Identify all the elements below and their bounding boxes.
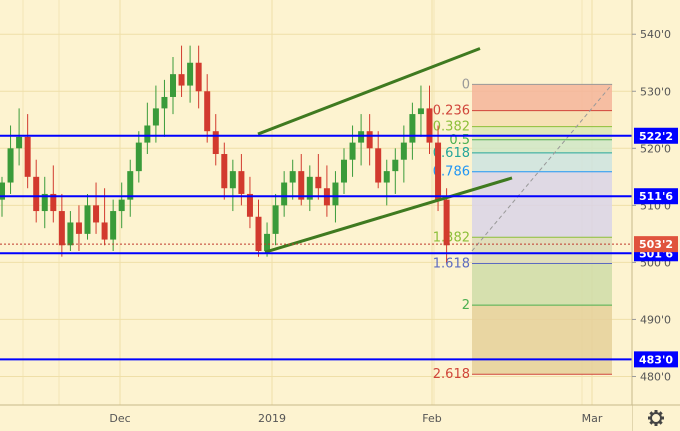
fib-level-label: 2 <box>462 298 470 313</box>
gear-ring <box>650 412 662 424</box>
fib-level-label: 1.382 <box>433 230 470 245</box>
fib-level-label: 0.236 <box>433 104 470 119</box>
fib-trend-line <box>471 84 613 252</box>
candle-body[interactable] <box>417 108 424 115</box>
fib-zone <box>472 126 612 140</box>
candle-body[interactable] <box>33 176 40 212</box>
fib-zone <box>472 152 612 172</box>
candle-body[interactable] <box>170 74 176 97</box>
candle-body[interactable] <box>366 131 373 149</box>
candle-body[interactable] <box>161 96 168 109</box>
candle-body[interactable] <box>135 142 142 172</box>
candle-body[interactable] <box>375 148 382 183</box>
y-axis-tick-label: 530'0 <box>640 85 671 98</box>
candle-body[interactable] <box>110 211 117 240</box>
candle-body[interactable] <box>332 182 339 206</box>
candle-body[interactable] <box>101 222 108 240</box>
candle-body[interactable] <box>246 193 253 217</box>
y-axis-tick-label: 540'0 <box>640 28 671 41</box>
x-axis-tick-label: Dec <box>109 412 130 425</box>
candle-body[interactable] <box>341 159 347 183</box>
x-axis-tick-label: Mar <box>582 412 603 425</box>
price-level-tag-label: 522'2 <box>639 130 673 143</box>
candle-body[interactable] <box>298 171 305 200</box>
fib-level-label: 2.618 <box>433 367 470 382</box>
price-level-tag[interactable] <box>634 127 678 144</box>
candle-body[interactable] <box>349 142 356 160</box>
candle-body[interactable] <box>204 91 211 132</box>
fib-zone <box>472 305 612 375</box>
price-level-tag-label: 511'6 <box>639 190 673 203</box>
candle-body[interactable] <box>221 154 228 189</box>
price-level-tag-label: 483'0 <box>639 353 673 366</box>
candle-body[interactable] <box>0 182 5 200</box>
fib-level-label: 0.618 <box>433 146 470 161</box>
y-axis-tick-label: 480'0 <box>640 370 671 383</box>
candle-body[interactable] <box>264 233 271 251</box>
candle-body[interactable] <box>144 125 151 143</box>
fib-zone <box>472 110 612 127</box>
candle-body[interactable] <box>315 176 322 189</box>
candle-body[interactable] <box>58 211 65 246</box>
candle-body[interactable] <box>409 114 416 143</box>
price-level-tag[interactable] <box>634 188 678 205</box>
candle-body[interactable] <box>443 199 450 246</box>
candle-body[interactable] <box>67 222 74 246</box>
trend-channel-lower[interactable] <box>264 176 513 254</box>
candle-body[interactable] <box>272 205 279 234</box>
candle-body[interactable] <box>178 74 185 86</box>
candle-body[interactable] <box>229 171 236 189</box>
fib-zone <box>472 263 612 306</box>
y-axis-tick-label: 490'0 <box>640 313 671 326</box>
fib-level-label: 0 <box>462 77 470 92</box>
trend-channel-upper[interactable] <box>257 47 481 136</box>
fib-level-label: 0.382 <box>433 120 470 135</box>
fib-zone <box>472 237 612 264</box>
candle-body[interactable] <box>358 131 365 143</box>
candle-body[interactable] <box>24 136 31 177</box>
candle-body[interactable] <box>281 182 288 206</box>
candle-body[interactable] <box>195 62 202 92</box>
fib-level-label: 1.618 <box>433 257 470 272</box>
candle-body[interactable] <box>127 171 134 200</box>
fib-zone <box>472 84 612 111</box>
current-price-tag-label: 503'2 <box>639 238 673 251</box>
candle-body[interactable] <box>84 205 91 234</box>
candle-body[interactable] <box>392 159 399 172</box>
candle-body[interactable] <box>152 108 159 126</box>
fib-level-label: 0.786 <box>433 165 470 180</box>
y-axis-tick-label: 520'0 <box>640 142 671 155</box>
current-price-tag[interactable] <box>634 236 678 253</box>
candle-body[interactable] <box>383 171 390 183</box>
candle-body[interactable] <box>212 131 219 155</box>
candle-body[interactable] <box>238 171 245 194</box>
candle-body[interactable] <box>16 136 23 149</box>
candle-body[interactable] <box>187 62 194 86</box>
candle-body[interactable] <box>93 205 100 223</box>
candle-body[interactable] <box>118 199 125 212</box>
candle-body[interactable] <box>435 142 442 200</box>
price-level-tag[interactable] <box>634 351 678 368</box>
candle-body[interactable] <box>426 108 433 143</box>
candle-body[interactable] <box>41 193 48 212</box>
candle-body[interactable] <box>306 176 313 200</box>
fib-zone <box>472 139 612 153</box>
gear-icon[interactable] <box>648 410 664 426</box>
candle-body[interactable] <box>7 148 14 183</box>
fib-zone <box>472 171 612 238</box>
candle-body[interactable] <box>289 171 296 183</box>
x-axis-panel <box>0 405 632 431</box>
candle-body[interactable] <box>50 193 57 212</box>
x-axis-tick-label: 2019 <box>258 412 286 425</box>
candle-body[interactable] <box>75 222 82 234</box>
candle-body[interactable] <box>255 216 262 251</box>
x-axis-tick-label: Feb <box>422 412 441 425</box>
candle-body[interactable] <box>400 142 407 160</box>
